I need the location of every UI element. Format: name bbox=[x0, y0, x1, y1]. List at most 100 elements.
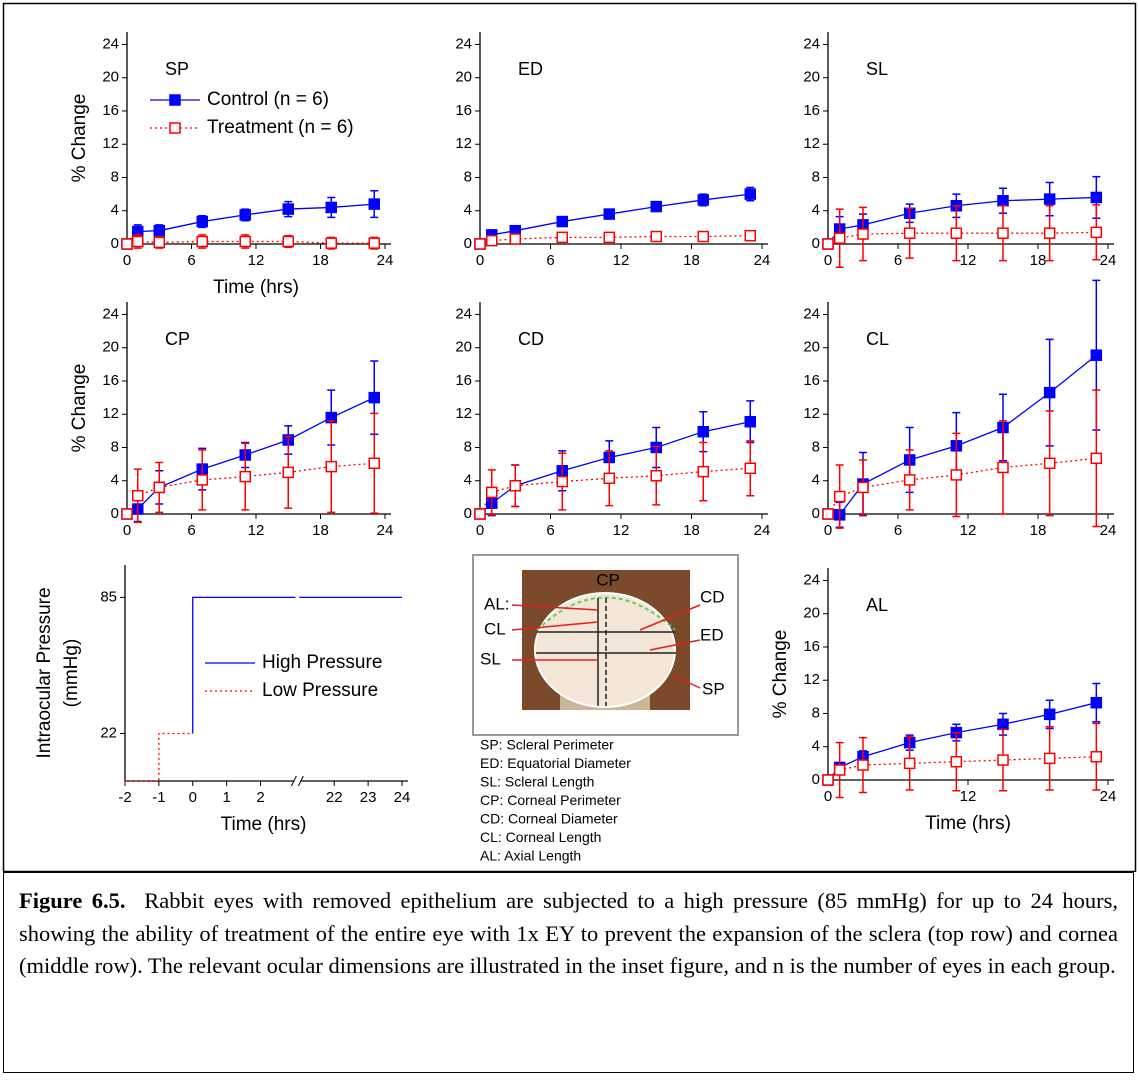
x-tick-label: 24 bbox=[754, 522, 771, 539]
x-axis-label: Time (hrs) bbox=[213, 277, 299, 298]
y-tick-label: 16 bbox=[455, 102, 472, 119]
y-tick-label: 16 bbox=[803, 102, 820, 119]
x-tick-label: 22 bbox=[326, 789, 343, 806]
x-tick-label: 0 bbox=[476, 252, 484, 269]
x-tick-label: 18 bbox=[1030, 252, 1047, 269]
y-tick-label: 4 bbox=[812, 472, 820, 489]
y-tick-label: 0 bbox=[111, 235, 119, 252]
y-tick-label: 16 bbox=[803, 372, 820, 389]
y-tick-label: 0 bbox=[464, 235, 472, 252]
marker bbox=[697, 465, 709, 478]
marker bbox=[650, 230, 662, 243]
panel-title: SP bbox=[165, 59, 189, 79]
panel-title: CL bbox=[866, 329, 889, 349]
marker bbox=[1043, 193, 1056, 205]
marker bbox=[556, 215, 568, 228]
inset-label: AL: bbox=[484, 594, 510, 613]
x-tick-label: 24 bbox=[754, 252, 771, 269]
figure-frame bbox=[2, 2, 1137, 872]
marker bbox=[368, 391, 380, 404]
x-tick-label: -1 bbox=[152, 789, 165, 806]
x-tick-label: 18 bbox=[312, 252, 329, 269]
marker bbox=[1090, 226, 1103, 239]
panel-title: SL bbox=[866, 59, 888, 79]
marker bbox=[196, 235, 208, 248]
panel-title: CD bbox=[518, 329, 544, 349]
marker bbox=[950, 755, 963, 768]
x-tick-label: 12 bbox=[960, 252, 977, 269]
x-tick-label: 0 bbox=[824, 522, 832, 539]
y-tick-label: 24 bbox=[102, 305, 119, 322]
legend-label: Control (n = 6) bbox=[207, 89, 329, 110]
marker bbox=[474, 238, 486, 250]
y-tick-label: 24 bbox=[455, 305, 472, 322]
marker bbox=[282, 235, 294, 248]
marker bbox=[196, 215, 208, 228]
y-tick-label: 12 bbox=[455, 135, 472, 152]
marker bbox=[486, 234, 498, 247]
marker bbox=[603, 208, 615, 220]
legend-label: Treatment (n = 6) bbox=[207, 117, 354, 138]
y-tick-label: 12 bbox=[803, 135, 820, 152]
x-tick-label: 12 bbox=[960, 788, 977, 805]
y-tick-label: 20 bbox=[455, 69, 472, 86]
marker bbox=[1090, 750, 1103, 763]
marker bbox=[997, 718, 1009, 731]
inset-legend: ED: Equatorial Diameter bbox=[480, 755, 631, 771]
marker bbox=[1043, 457, 1056, 470]
y-tick-label: 16 bbox=[455, 372, 472, 389]
y-tick-label: 4 bbox=[111, 202, 119, 219]
marker bbox=[1090, 349, 1103, 361]
inset-label: ED bbox=[700, 625, 724, 644]
y-tick-label: 4 bbox=[111, 472, 119, 489]
y-tick-label: 20 bbox=[102, 69, 119, 86]
marker bbox=[1090, 191, 1103, 204]
legend-label: Low Pressure bbox=[262, 680, 378, 701]
x-axis-label: Time (hrs) bbox=[925, 813, 1011, 834]
marker bbox=[153, 236, 165, 249]
y-tick-label: 0 bbox=[464, 505, 472, 522]
x-tick-label: 12 bbox=[960, 522, 977, 539]
inset-eye bbox=[534, 592, 676, 708]
marker bbox=[153, 481, 165, 494]
x-tick-label: 0 bbox=[824, 252, 832, 269]
x-tick-label: 12 bbox=[613, 522, 630, 539]
x-tick-label: 6 bbox=[894, 522, 902, 539]
panel-title: ED bbox=[518, 59, 543, 79]
marker bbox=[997, 195, 1009, 207]
series-line bbox=[192, 596, 402, 734]
y-tick-label: 20 bbox=[455, 339, 472, 356]
y-tick-label: 8 bbox=[464, 168, 472, 185]
panel-title: AL bbox=[866, 595, 888, 615]
axis-break-gap bbox=[295, 565, 300, 779]
marker bbox=[169, 122, 181, 134]
y-tick-label: 85 bbox=[100, 588, 117, 605]
y-tick-label: 4 bbox=[812, 202, 820, 219]
series-line bbox=[125, 732, 193, 782]
y-tick-label: 4 bbox=[464, 472, 472, 489]
y-tick-label: 8 bbox=[812, 438, 820, 455]
y-tick-label: 8 bbox=[812, 168, 820, 185]
inset-legend: CD: Corneal Diameter bbox=[480, 811, 618, 827]
inset: CP AL: CL SL CD ED SP SP: Scleral Perime… bbox=[472, 554, 739, 864]
marker bbox=[650, 200, 662, 213]
y-tick-label: 12 bbox=[803, 405, 820, 422]
y-axis-label: % Change bbox=[69, 364, 90, 453]
marker bbox=[509, 479, 521, 492]
axis-break-gap bbox=[294, 779, 301, 783]
y-tick-label: 12 bbox=[102, 135, 119, 152]
x-tick-label: 1 bbox=[222, 789, 230, 806]
marker bbox=[1043, 386, 1056, 399]
figure: CP AL: CL SL CD ED SP SP: Scleral Perime… bbox=[2, 2, 1137, 872]
marker bbox=[997, 754, 1009, 766]
x-tick-label: 0 bbox=[189, 789, 197, 806]
y-tick-label: 8 bbox=[111, 168, 119, 185]
inset-label: CD bbox=[700, 587, 725, 606]
marker bbox=[833, 764, 846, 776]
marker bbox=[509, 233, 521, 245]
marker bbox=[697, 230, 709, 243]
y-tick-label: 24 bbox=[102, 35, 119, 52]
series-line bbox=[479, 421, 751, 515]
x-tick-label: 6 bbox=[187, 522, 195, 539]
x-tick-label: 18 bbox=[1030, 522, 1047, 539]
